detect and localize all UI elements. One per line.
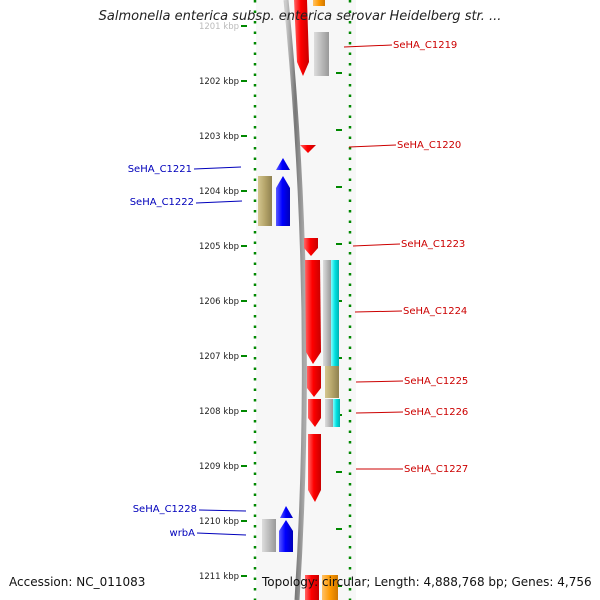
gene-label[interactable]: SeHA_C1222 xyxy=(130,197,194,208)
gene-label[interactable]: SeHA_C1220 xyxy=(397,140,461,151)
gene-arrow-partial xyxy=(305,575,319,600)
feature-grey xyxy=(314,32,329,76)
feature-grey xyxy=(262,519,276,552)
gene-label[interactable]: SeHA_C1224 xyxy=(403,306,467,317)
feature-cyan xyxy=(331,260,339,366)
feature-khaki xyxy=(325,366,339,398)
gene-arrow-SeHA_C1228[interactable] xyxy=(280,506,293,518)
gene-arrow-wrbA[interactable] xyxy=(279,520,293,552)
reverse-strand-features xyxy=(258,158,293,552)
tick-label: 1202 kbp xyxy=(199,77,239,87)
gene-arrow-SeHA_C1224[interactable] xyxy=(305,260,321,364)
feature-grey xyxy=(323,260,331,366)
tick-label: 1208 kbp xyxy=(199,407,239,417)
gene-arrow-SeHA_C1227[interactable] xyxy=(308,434,321,502)
tick-label: 1203 kbp xyxy=(199,132,239,142)
tick-label: 1209 kbp xyxy=(199,462,239,472)
gene-label[interactable]: SeHA_C1226 xyxy=(404,407,468,418)
topology-label: Topology: circular; Length: 4,888,768 bp… xyxy=(262,575,592,589)
gene-label[interactable]: SeHA_C1227 xyxy=(404,464,468,475)
gene-label[interactable]: SeHA_C1221 xyxy=(128,164,192,175)
tick-label: 1206 kbp xyxy=(199,297,239,307)
gene-label[interactable]: SeHA_C1228 xyxy=(133,504,197,515)
gene-arrow-SeHA_C1222[interactable] xyxy=(276,176,290,226)
gene-label[interactable]: SeHA_C1225 xyxy=(404,376,468,387)
gene-label[interactable]: wrbA xyxy=(170,528,196,539)
feature-khaki xyxy=(258,176,272,226)
tick-label: 1211 kbp xyxy=(199,572,239,582)
label-leaders xyxy=(193,44,404,536)
gene-label[interactable]: SeHA_C1219 xyxy=(393,40,457,51)
gene-arrow-SeHA_C1225[interactable] xyxy=(307,366,321,397)
accession-label: Accession: NC_011083 xyxy=(9,575,146,589)
gene-label[interactable]: SeHA_C1223 xyxy=(401,239,465,250)
ruler-ticks xyxy=(241,25,342,587)
gene-arrow-SeHA_C1223[interactable] xyxy=(304,238,318,256)
chromosome-backbone xyxy=(283,0,307,600)
feature-grey xyxy=(325,399,333,427)
ruler-labels: 1201 kbp 1202 kbp 1203 kbp 1204 kbp 1205… xyxy=(199,22,239,582)
feature-orange xyxy=(322,575,338,600)
forward-strand-features xyxy=(294,0,340,600)
tick-label: 1207 kbp xyxy=(199,352,239,362)
gene-arrow-SeHA_C1226[interactable] xyxy=(308,399,321,427)
feature-orange xyxy=(313,0,325,6)
tick-label: 1204 kbp xyxy=(199,187,239,197)
tick-label: 1205 kbp xyxy=(199,242,239,252)
tick-label: 1210 kbp xyxy=(199,517,239,527)
map-title: Salmonella enterica subsp. enterica sero… xyxy=(98,9,502,24)
gene-arrow-SeHA_C1221[interactable] xyxy=(276,158,290,170)
gene-arrow-SeHA_C1219[interactable] xyxy=(294,0,309,76)
feature-cyan xyxy=(333,399,340,427)
gene-arrow-SeHA_C1220[interactable] xyxy=(300,145,316,153)
tick-label: 1201 kbp xyxy=(199,22,239,32)
